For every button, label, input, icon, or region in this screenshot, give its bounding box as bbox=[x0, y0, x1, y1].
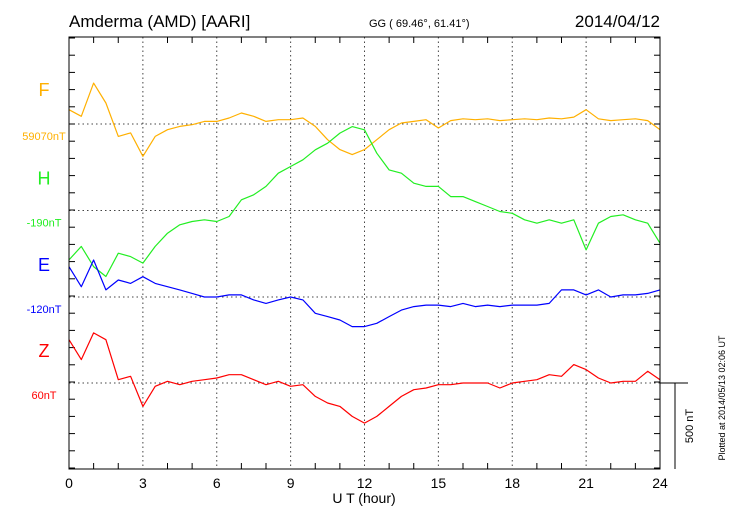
grid bbox=[69, 37, 660, 469]
component-labels: F 59070nT H -190nT E -120nT Z 60nT bbox=[22, 80, 66, 402]
baseline-value-z: 60nT bbox=[31, 390, 56, 402]
baseline-value-e: -120nT bbox=[27, 304, 62, 316]
trace-e bbox=[68, 259, 661, 328]
x-tick-label: 15 bbox=[431, 475, 447, 491]
x-tick-label: 6 bbox=[213, 475, 221, 491]
x-tick-label: 9 bbox=[287, 475, 295, 491]
traces bbox=[68, 82, 661, 424]
x-axis: 0 3 6 9 12 15 18 21 24 bbox=[65, 475, 668, 491]
x-tick-label: 0 bbox=[65, 475, 73, 491]
x-tick-label: 3 bbox=[139, 475, 147, 491]
x-tick-label: 21 bbox=[578, 475, 594, 491]
trace-f bbox=[68, 82, 661, 157]
plot-date: 2014/04/12 bbox=[575, 12, 660, 31]
scale-label: 500 nT bbox=[684, 409, 696, 444]
x-tick-label: 18 bbox=[504, 475, 520, 491]
component-label-e: E bbox=[38, 255, 50, 275]
trace-z bbox=[68, 332, 661, 424]
baseline-value-f: 59070nT bbox=[22, 131, 66, 143]
baseline-value-h: -190nT bbox=[27, 218, 62, 230]
x-tick-label: 12 bbox=[357, 475, 373, 491]
component-label-h: H bbox=[38, 169, 51, 189]
component-label-f: F bbox=[39, 80, 50, 100]
plot-frame bbox=[68, 36, 661, 470]
trace-h bbox=[68, 125, 661, 278]
x-tick-label: 24 bbox=[652, 475, 668, 491]
plotted-timestamp: Plotted at 2014/05/13 02:06 UT bbox=[717, 335, 727, 461]
component-label-z: Z bbox=[39, 341, 50, 361]
station-coords: GG ( 69.46°, 61.41°) bbox=[369, 18, 470, 30]
station-title: Amderma (AMD) [AARI] bbox=[69, 12, 250, 31]
x-axis-label: U T (hour) bbox=[332, 490, 395, 506]
